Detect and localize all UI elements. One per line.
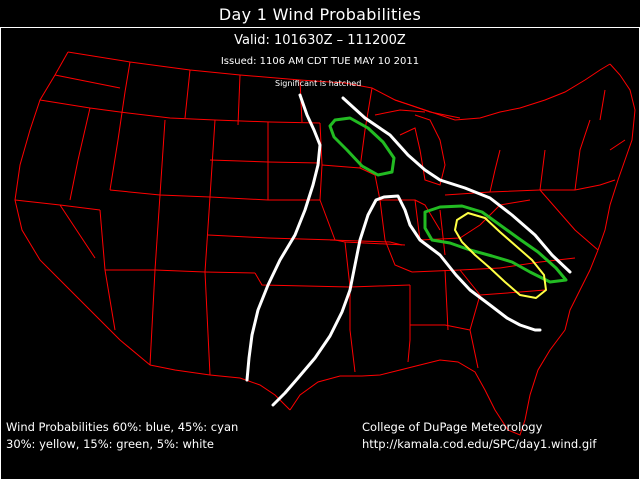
contour-30pct-virginia [454, 212, 547, 299]
state-borders [14, 51, 636, 436]
probability-contours [245, 93, 572, 407]
legend-line-1: Wind Probabilities 60%: blue, 45%: cyan [6, 420, 239, 434]
significant-note: Significant is hatched [275, 79, 362, 88]
credit-block: College of DuPage Meteorology http://kam… [362, 419, 596, 453]
issued-time: Issued: 1106 AM CDT TUE MAY 10 2011 [220, 56, 420, 67]
valid-time: Valid: 101630Z – 111200Z [234, 33, 406, 48]
map-title: Day 1 Wind Probabilities [218, 5, 422, 24]
contour-5pct-west [245, 93, 322, 382]
contour-15pct-ohio-valley [423, 204, 568, 284]
contour-5pct-south [271, 194, 542, 407]
credit-url: http://kamala.cod.edu/SPC/day1.wind.gif [362, 437, 597, 451]
probability-legend: Wind Probabilities 60%: blue, 45%: cyan … [6, 419, 238, 453]
legend-line-2: 30%: yellow, 15%: green, 5%: white [6, 437, 214, 451]
credit-org: College of DuPage Meteorology [362, 420, 543, 434]
contour-5pct-northeast [341, 96, 572, 274]
contour-15pct-upper-midwest [328, 116, 396, 177]
